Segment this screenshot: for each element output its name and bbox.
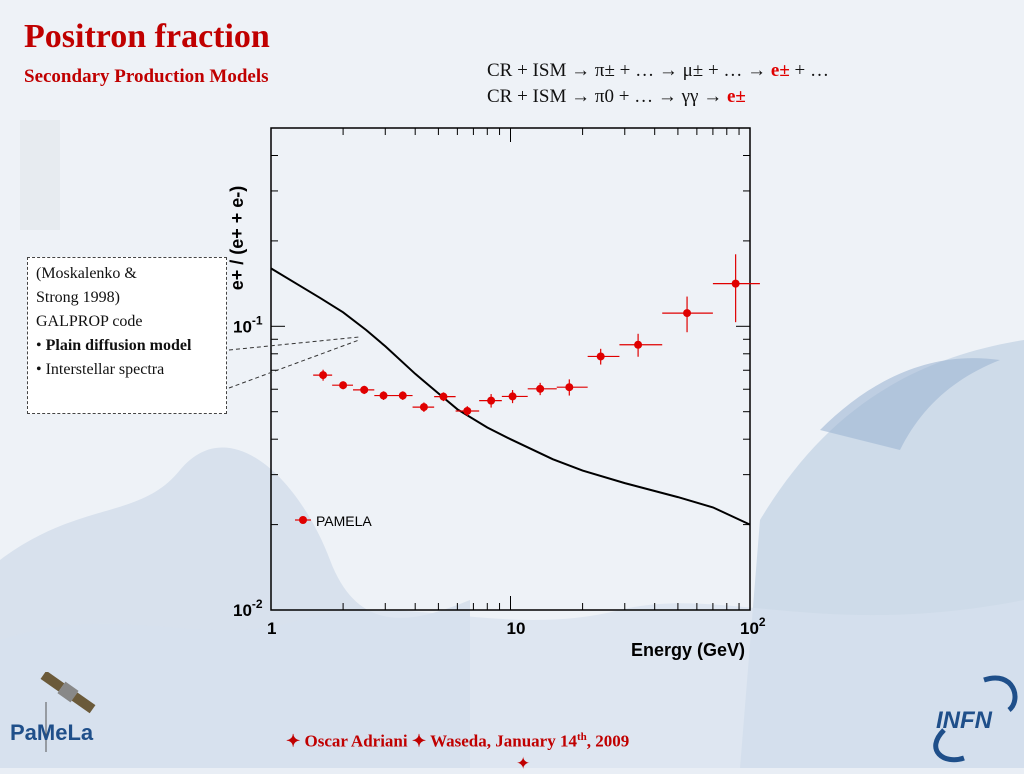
legend-label: PAMELA	[316, 513, 372, 529]
y-axis-label: e+ / (e+ + e-)	[227, 186, 247, 291]
y-tick-label: 10-2	[233, 597, 263, 620]
pamela-logo: PaMeLa	[10, 672, 96, 752]
pamela-point	[379, 391, 388, 400]
note-connector-bottom	[228, 339, 360, 389]
infn-logo-text: INFN	[936, 707, 993, 734]
x-tick-label: 1	[267, 619, 276, 638]
pamela-point	[596, 352, 605, 361]
note-line-3: GALPROP code	[36, 313, 143, 330]
infn-logo: INFN	[933, 675, 1018, 763]
reaction-charged-pion-tail: + …	[789, 60, 830, 81]
footer-ordinal: th	[576, 731, 587, 743]
x-tick-label: 102	[740, 615, 766, 638]
pamela-point	[419, 403, 428, 412]
model-curve	[270, 267, 751, 526]
reaction-neutral-pion-text: CR + ISM → π0 + … → γγ →	[487, 86, 727, 107]
slide-subtitle: Secondary Production Models	[24, 66, 269, 87]
pamela-point	[360, 385, 369, 394]
pamela-logo-text: PaMeLa	[10, 720, 94, 745]
positron-fraction-chart: 1 10 102 10-2 10-1 Energy (GeV) e+ / (e+ + e-)…	[227, 127, 766, 660]
note-bullet-2: • Interstellar spectra	[36, 361, 165, 378]
pamela-point	[565, 383, 574, 392]
slide-title: Positron fraction	[24, 18, 270, 55]
footer-author: Oscar Adriani	[304, 731, 408, 751]
note-bullet-1-prefix: •	[36, 337, 46, 354]
x-tick-label: 10	[507, 619, 526, 638]
reaction-neutral-pion-product: e±	[726, 86, 746, 107]
note-line-1: (Moskalenko &	[36, 265, 137, 282]
footer-separator-icon: ✦	[411, 731, 427, 751]
reaction-charged-pion-product: e±	[770, 60, 790, 81]
legend-marker	[299, 516, 307, 524]
pamela-point	[487, 396, 496, 405]
pamela-point	[463, 406, 472, 415]
pamela-point	[508, 392, 517, 401]
pamela-point	[439, 392, 448, 401]
footer-year: , 2009	[586, 731, 630, 751]
footer-star-bottom-icon: ✦	[516, 754, 531, 773]
pamela-point	[319, 371, 328, 380]
pamela-point	[634, 340, 643, 349]
pamela-point	[731, 279, 740, 288]
note-line-2: Strong 1998)	[36, 289, 120, 306]
note-bullet-1-text: Plain diffusion model	[45, 337, 192, 354]
slide-footer: ✦ Oscar Adriani ✦ Waseda, January 14th, …	[286, 731, 629, 752]
reaction-charged-pion: CR + ISM → π± + … → μ± + … → e± + …	[487, 58, 829, 84]
reaction-charged-pion-text: CR + ISM → π± + … → μ± + … →	[487, 60, 771, 81]
model-note-box: (Moskalenko & Strong 1998) GALPROP code …	[27, 257, 227, 414]
reaction-neutral-pion: CR + ISM → π0 + … → γγ → e±	[487, 84, 829, 110]
x-axis-label: Energy (GeV)	[631, 640, 745, 660]
pamela-point	[339, 381, 348, 390]
reaction-equations: CR + ISM → π± + … → μ± + … → e± + … CR +…	[487, 58, 829, 110]
note-bullet-1: • Plain diffusion model	[36, 334, 220, 358]
plot-frame	[270, 127, 751, 611]
pamela-point	[683, 309, 692, 318]
y-tick-label: 10-1	[233, 313, 263, 336]
pamela-point	[536, 384, 545, 393]
footer-star-icon: ✦	[286, 731, 301, 751]
footer-event: Waseda, January 14	[430, 731, 577, 751]
pamela-point	[398, 391, 407, 400]
note-connector-top	[228, 336, 360, 351]
